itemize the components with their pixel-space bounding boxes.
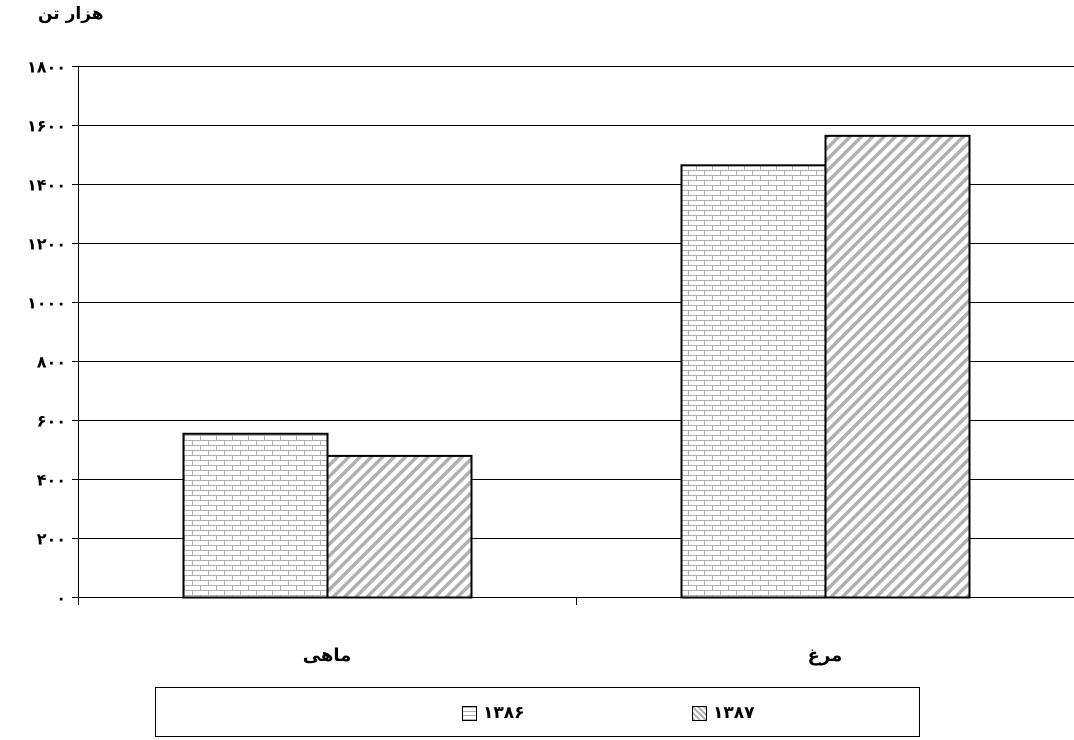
legend-swatch-brick [462, 705, 477, 721]
y-tick-label: ۱۸۰۰ [27, 58, 66, 77]
bar [182, 432, 329, 599]
y-tick-label: ۶۰۰ [37, 412, 66, 431]
legend: ۱۳۸۶ ۱۳۸۷ [155, 687, 920, 737]
x-category-label: ماهی [303, 645, 352, 666]
y-tick-label: ۴۰۰ [37, 471, 66, 490]
chart-plot: ۰ ۲۰۰ ۴۰۰ ۶۰۰ ۸۰۰ ۱۰۰۰ ۱۲۰۰ ۱۴۰۰ ۱۶۰۰ ۱۸۰۰ مرغ ماهی [27, 58, 1074, 666]
y-tick-label: ۱۰۰۰ [27, 294, 66, 313]
y-tick-label: ۰ [56, 589, 66, 608]
legend-item-series-2: ۱۳۸۷ [692, 702, 755, 724]
bar [680, 164, 827, 599]
bar [326, 454, 473, 599]
y-tick-label: ۲۰۰ [37, 530, 66, 549]
legend-label: ۱۳۸۶ [483, 703, 525, 723]
bar [824, 134, 971, 599]
y-tick-label: ۱۶۰۰ [27, 117, 66, 136]
legend-label: ۱۳۸۷ [713, 703, 755, 723]
y-unit-label: هزار تن [38, 4, 104, 24]
y-tick-label: ۱۴۰۰ [27, 176, 66, 195]
legend-item-series-1: ۱۳۸۶ [462, 702, 525, 724]
legend-swatch-diagonal [692, 705, 707, 721]
y-tick-label: ۸۰۰ [37, 353, 66, 372]
x-category-label: مرغ [808, 645, 843, 666]
y-tick-label: ۱۲۰۰ [27, 235, 66, 254]
